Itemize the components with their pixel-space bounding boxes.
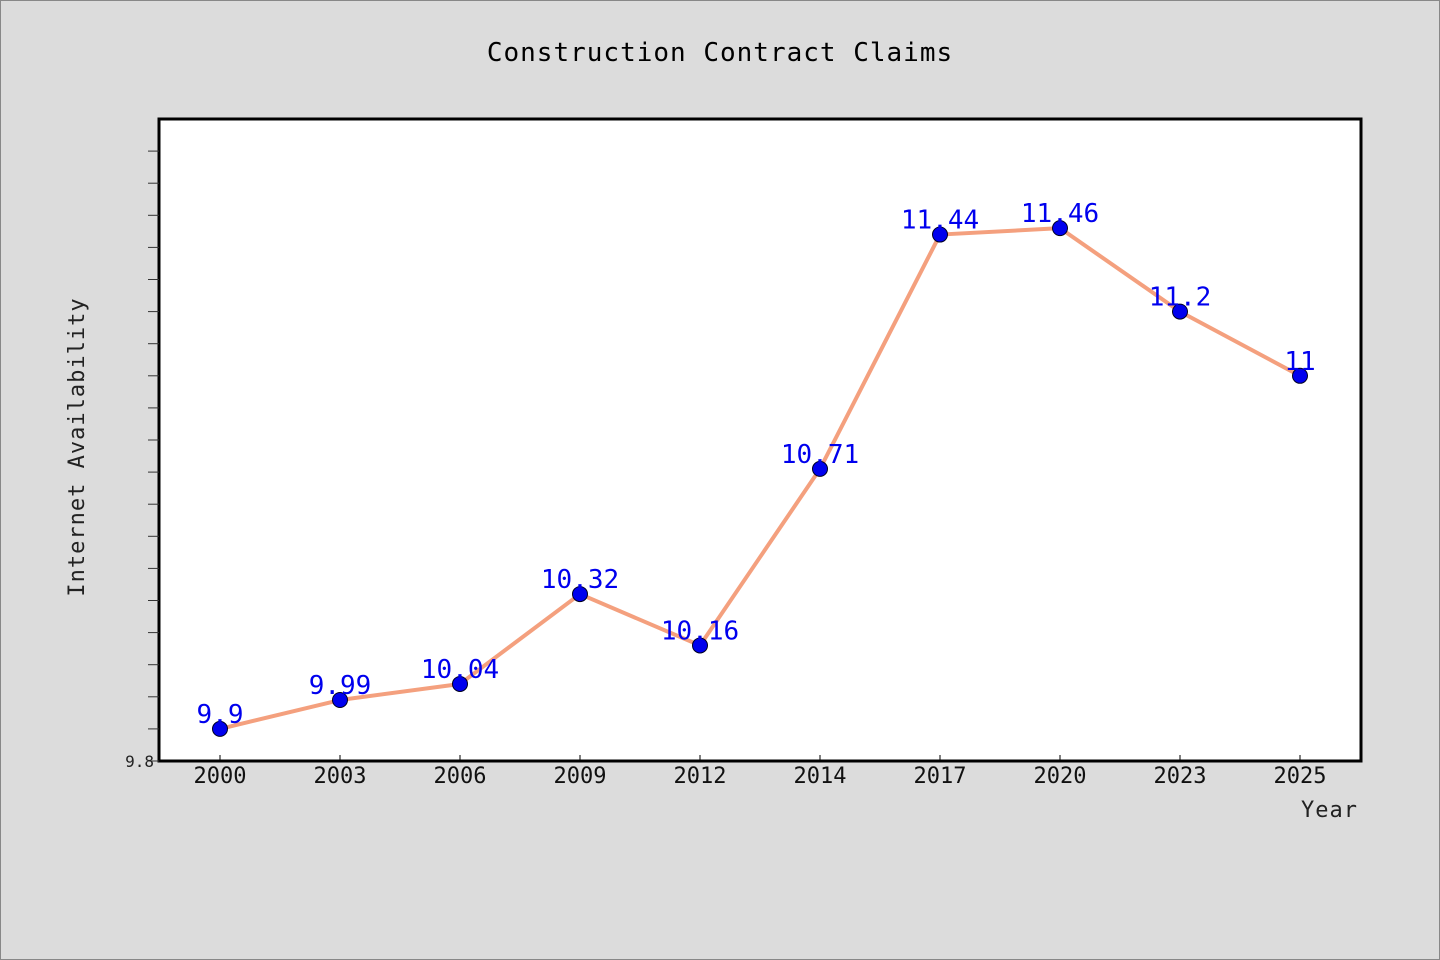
x-axis-label: Year	[1301, 798, 1358, 823]
data-label: 11	[1284, 347, 1315, 377]
data-point	[812, 460, 828, 477]
y-axis-label: Internet Availability	[65, 297, 90, 596]
x-tick-label: 2017	[914, 764, 967, 789]
y-tick-label: 9.8	[125, 752, 154, 771]
x-tick-label: 2023	[1154, 764, 1207, 789]
data-point	[1172, 303, 1188, 320]
data-label: 9.99	[309, 671, 372, 701]
data-label: 11.44	[901, 206, 979, 236]
data-point	[692, 637, 708, 654]
chart-title: Construction Contract Claims	[487, 38, 953, 68]
plot-area	[157, 117, 1363, 763]
x-tick-label: 2020	[1034, 764, 1087, 789]
data-point	[932, 226, 948, 243]
data-label: 11.46	[1021, 199, 1099, 229]
data-label: 10.16	[661, 616, 739, 646]
x-tick-label: 2009	[554, 764, 607, 789]
data-point	[212, 720, 228, 737]
series-line	[219, 226, 1301, 731]
x-tick-label: 2014	[794, 764, 847, 789]
data-point	[1052, 220, 1068, 237]
x-axis-ticks: 2000 2003 2006 2009 2012 2014 2017 2020 2023 2025	[194, 755, 1327, 789]
data-label: 10.32	[541, 565, 619, 595]
x-tick-label: 2000	[194, 764, 247, 789]
data-labels-group: 9.9 9.99 10.04 10.32 10.16 10.71 11.44 11.46 11.…	[197, 199, 1316, 730]
x-tick-label: 2025	[1274, 764, 1327, 789]
data-label: 11.2	[1149, 283, 1212, 313]
data-point	[1292, 367, 1308, 384]
y-axis-ticks: 9.8	[125, 150, 159, 771]
x-tick-label: 2003	[314, 764, 367, 789]
series-group	[212, 220, 1308, 737]
data-point	[572, 586, 588, 603]
x-tick-label: 2012	[674, 764, 727, 789]
data-label: 9.9	[197, 700, 244, 730]
x-tick-label: 2006	[434, 764, 487, 789]
data-point	[332, 692, 348, 709]
data-label: 10.71	[781, 440, 859, 470]
data-point	[452, 675, 468, 692]
data-label: 10.04	[421, 655, 499, 685]
